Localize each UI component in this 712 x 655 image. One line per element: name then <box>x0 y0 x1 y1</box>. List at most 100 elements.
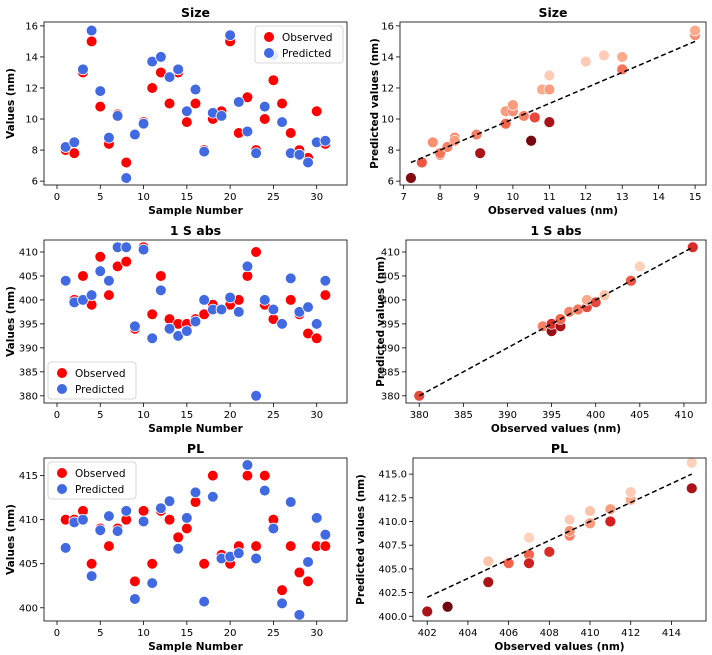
observed-point <box>85 557 98 570</box>
observed-point <box>293 566 306 579</box>
legend: Observed Predicted <box>254 25 344 64</box>
x-tick-label: 10 <box>507 192 520 203</box>
predicted-point <box>250 147 262 159</box>
legend-frame <box>47 361 137 400</box>
chart-title: Size <box>181 5 210 20</box>
parity-point <box>507 99 519 111</box>
parity-point <box>563 513 576 526</box>
x-tick-label: 8 <box>437 192 443 203</box>
y-tick-label: 6 <box>32 177 38 188</box>
legend-observed-label: Observed <box>75 368 126 380</box>
plot-frame <box>43 239 348 404</box>
parity-point <box>427 136 439 149</box>
parity-point <box>584 517 596 530</box>
predicted-point <box>241 260 254 273</box>
x-tick-label: 15 <box>689 192 702 203</box>
y-tick-label: 10 <box>25 115 38 126</box>
predicted-point <box>302 556 314 568</box>
panel-pl-parity: PL 402 404 406 408 410 412 414 400.0 402.5 405.0 40… <box>355 441 707 653</box>
parity-point <box>616 51 628 63</box>
predicted-point <box>120 172 133 184</box>
y-axis-label: Predicted values (nm) <box>375 256 387 387</box>
y-axis-label: Predicted values (nm) <box>355 474 367 605</box>
observed-point <box>258 113 271 125</box>
observed-point <box>155 270 167 282</box>
predicted-point <box>198 145 210 158</box>
chart-title: PL <box>187 441 204 456</box>
y-tick-label: 12 <box>25 83 38 94</box>
predicted-point <box>103 131 115 144</box>
predicted-point <box>172 542 184 555</box>
observed-point <box>77 270 89 282</box>
y-axis-label: Predicted values (nm) <box>369 38 381 169</box>
plot-frame <box>43 457 348 622</box>
observed-point <box>103 289 115 301</box>
predicted-point <box>129 593 141 605</box>
observed-point <box>241 469 254 482</box>
predicted-point <box>181 325 193 337</box>
panel-size-vs-sample: Size 0 5 10 15 20 25 30 6 8 10 12 14 16 Sample Number V… <box>5 5 348 217</box>
predicted-point <box>215 303 228 316</box>
parity-point <box>689 24 701 37</box>
predicted-point <box>189 315 202 328</box>
predicted-point <box>293 609 306 621</box>
predicted-point <box>172 63 184 76</box>
y-tick-label: 385 <box>19 367 38 378</box>
y-tick-label: 8 <box>388 146 394 157</box>
x-tick-label: 390 <box>498 410 517 421</box>
predicted-point <box>189 83 202 96</box>
observed-point <box>276 584 288 596</box>
y-axis-label: Values (nm) <box>5 504 17 575</box>
x-tick-label: 30 <box>310 628 323 639</box>
predicted-point <box>163 71 176 83</box>
predicted-point <box>85 570 98 582</box>
observed-point <box>276 97 288 110</box>
predicted-point <box>137 243 150 256</box>
x-tick-label: 10 <box>137 628 150 639</box>
y-tick-label: 385 <box>381 367 400 378</box>
y-tick-label: 412.5 <box>378 493 407 504</box>
y-tick-label: 380 <box>381 391 400 402</box>
parity-point <box>543 69 556 82</box>
predicted-point <box>232 96 245 108</box>
panel-size-parity: Size 7 8 9 10 11 12 13 14 15 6 8 10 12 14 16 Observed va… <box>369 5 707 217</box>
x-tick-label: 408 <box>540 628 559 639</box>
predicted-point <box>258 100 271 113</box>
predicted-point <box>232 306 245 318</box>
parity-point <box>543 546 556 558</box>
predicted-point <box>319 528 332 541</box>
predicted-point <box>267 303 280 316</box>
predicted-point <box>267 522 280 535</box>
predicted-point <box>111 110 124 122</box>
predicted-point <box>77 63 89 76</box>
predicted-point <box>258 294 271 306</box>
parity-point <box>525 135 537 147</box>
x-tick-label: 402 <box>418 628 437 639</box>
predicted-point <box>181 512 193 524</box>
y-tick-label: 410.0 <box>378 517 407 528</box>
observed-point <box>163 513 176 526</box>
parity-point <box>686 457 698 469</box>
predicted-point <box>59 542 72 554</box>
predicted-point <box>68 136 81 149</box>
predicted-point <box>250 552 262 565</box>
x-tick-label: 5 <box>97 192 103 203</box>
x-tick-label: 414 <box>662 628 681 639</box>
y-tick-label: 410 <box>19 247 38 258</box>
legend-observed-label: Observed <box>282 32 333 44</box>
panel-pl-vs-sample: PL 0 5 10 15 20 25 30 400 405 410 415 Sample Number V… <box>5 441 348 653</box>
y-axis-label: Values (nm) <box>5 68 17 139</box>
predicted-point <box>120 505 133 517</box>
observed-point <box>284 294 297 306</box>
predicted-point <box>103 274 115 287</box>
observed-point <box>284 127 297 139</box>
x-tick-label: 385 <box>454 410 473 421</box>
x-tick-label: 15 <box>180 410 193 421</box>
x-tick-label: 395 <box>542 410 561 421</box>
x-tick-label: 12 <box>579 192 592 203</box>
parity-point <box>523 531 535 544</box>
legend-predicted-marker <box>263 47 275 59</box>
parity-point <box>598 49 610 62</box>
y-tick-label: 410 <box>19 515 38 526</box>
predicted-point <box>215 110 228 122</box>
